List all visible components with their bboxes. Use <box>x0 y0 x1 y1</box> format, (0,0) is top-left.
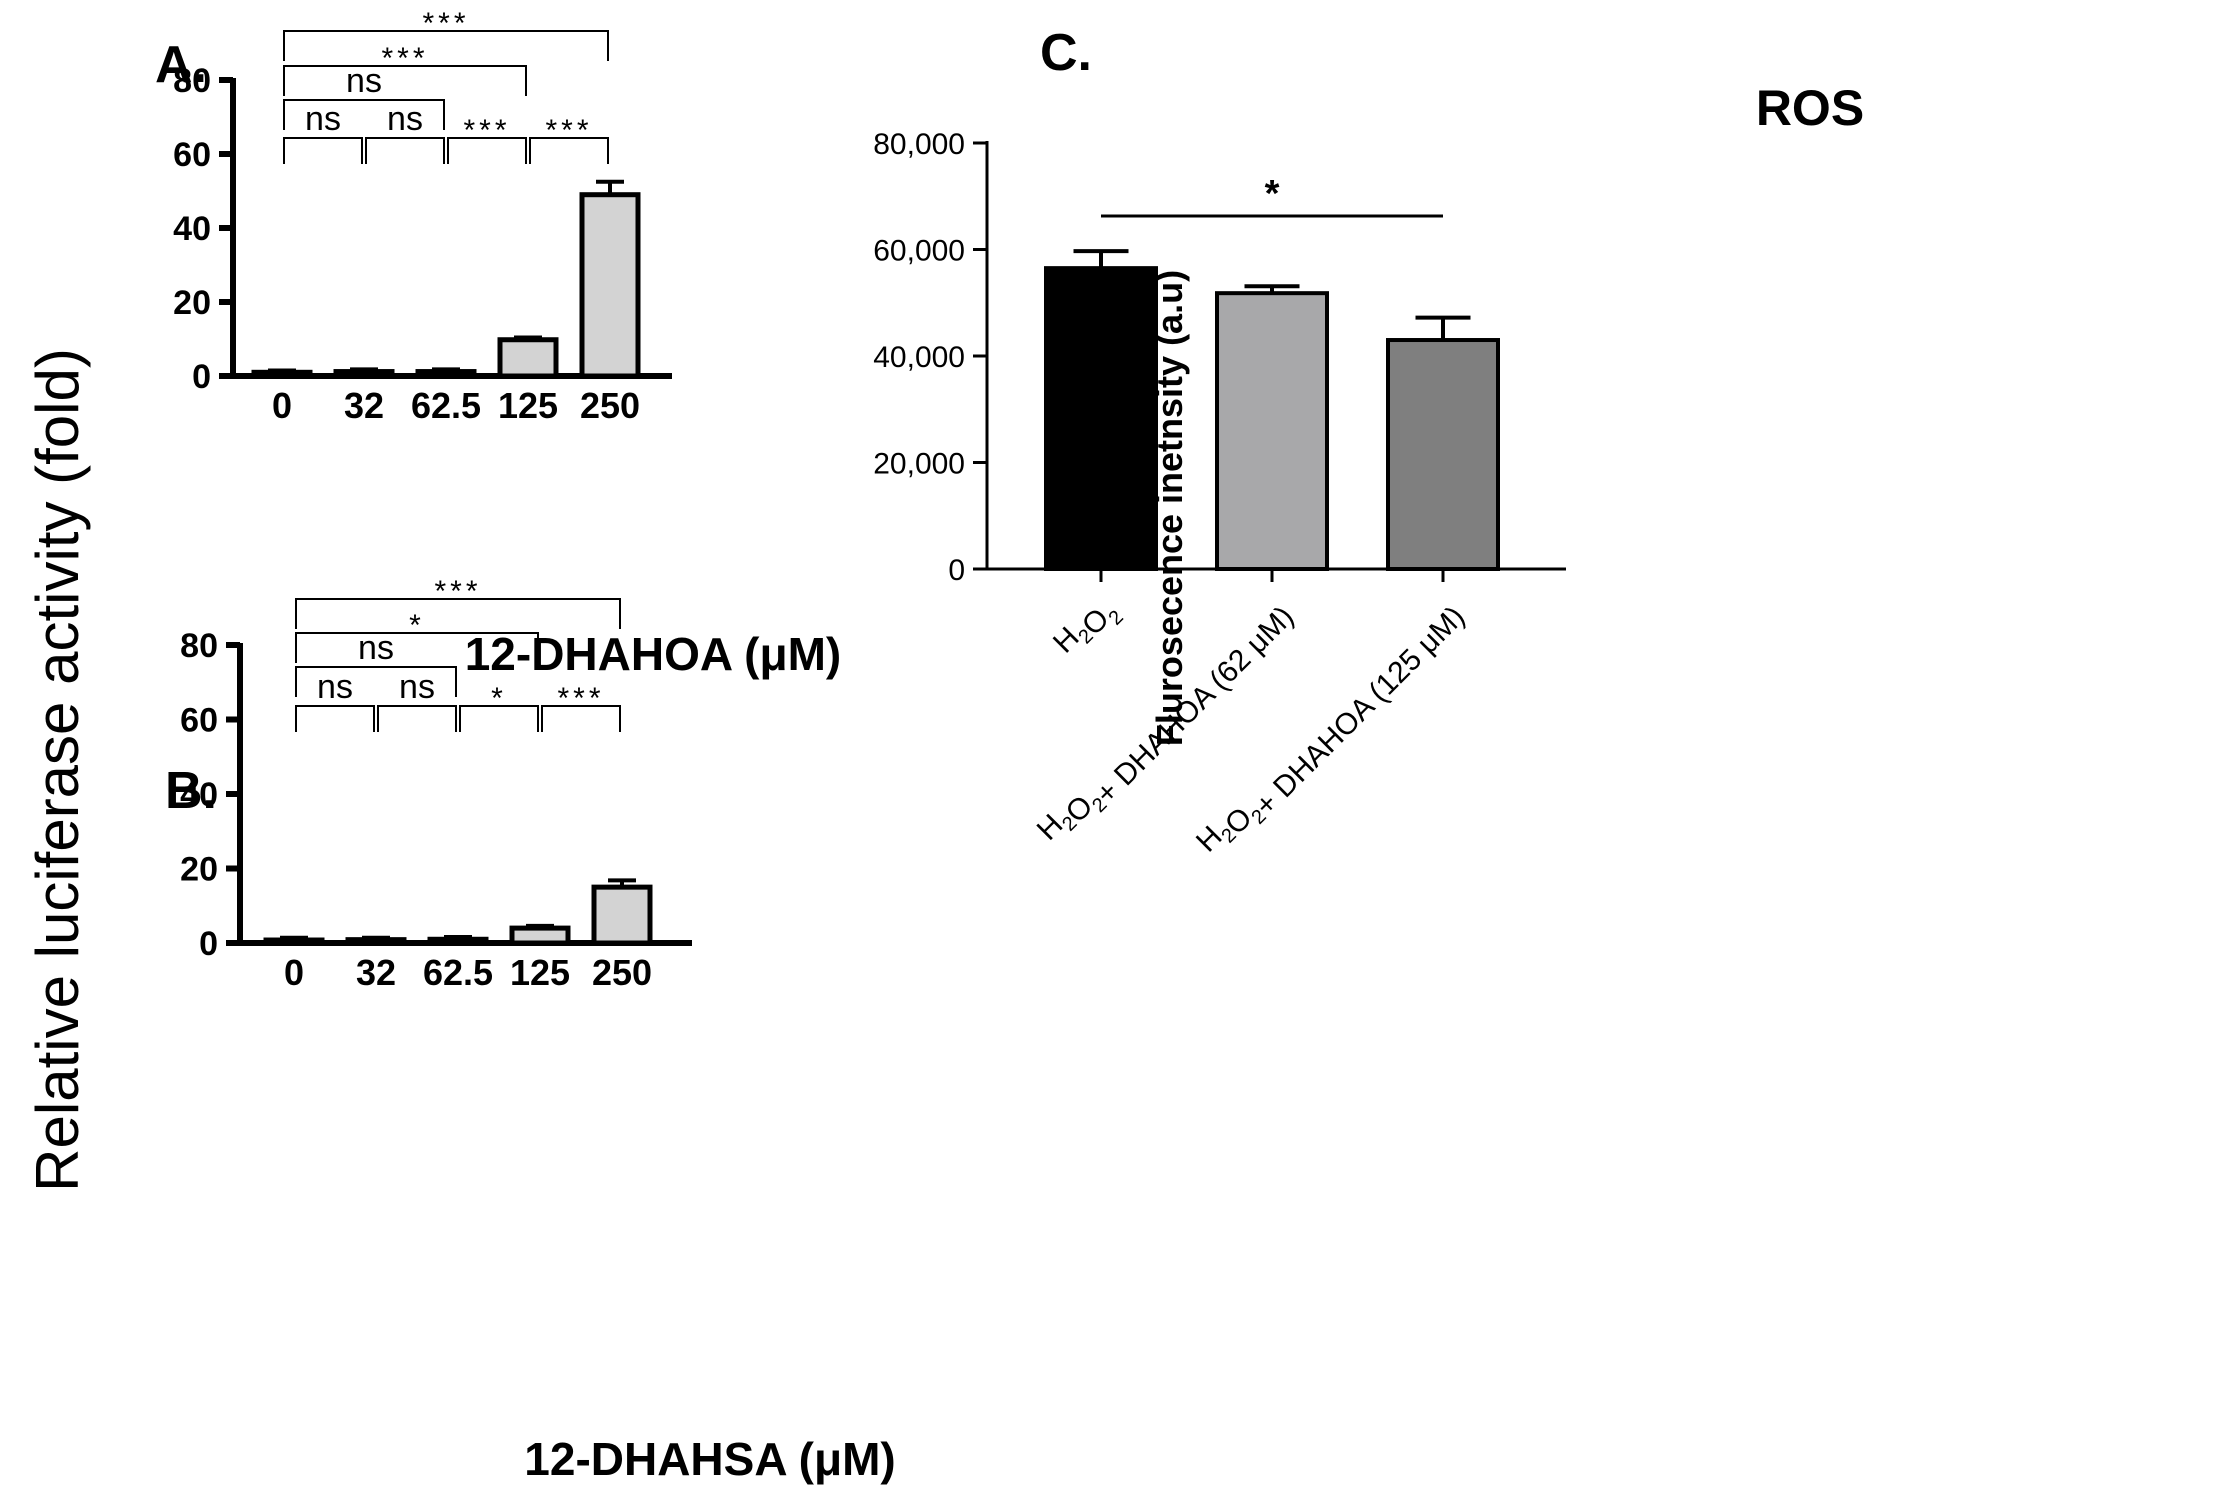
panel-b-sig-label: ns <box>358 629 394 667</box>
panel-b-bar <box>509 925 571 946</box>
panel-b-significance: ns ns * ***ns**** <box>295 575 621 732</box>
panel-c-bar <box>1215 291 1329 571</box>
panel-b-x-tick-label: 62.5 <box>423 952 493 993</box>
panel-b-bar <box>345 937 407 946</box>
panel-c-bars <box>1044 249 1500 571</box>
panel-a-sig-label: *** <box>381 42 428 75</box>
panel-a-bar <box>415 369 477 379</box>
panel-b-sig-bracket <box>295 632 539 663</box>
panel-b-sig-label: * <box>491 682 507 715</box>
panel-b-x-axis-title: 12-DHAHSA (μM) <box>524 1433 895 1485</box>
panel-a-x-tick-label: 32 <box>344 385 384 426</box>
panel-a-y-tick-label: 60 <box>173 136 211 174</box>
panel-b-bars <box>263 878 653 946</box>
panel-b-sig-label: ns <box>317 668 353 706</box>
panel-b-bar <box>591 884 653 946</box>
panel-b-sig-label: *** <box>434 575 481 608</box>
panel-a-sig-bracket <box>283 65 527 96</box>
panel-b-bar <box>263 937 325 946</box>
panel-a-y-tick-label: 80 <box>173 62 211 100</box>
panel-a-sig-label: ns <box>305 100 341 138</box>
panel-b-x-tick-label: 250 <box>592 952 652 993</box>
panel-c-significance: * <box>1101 173 1443 218</box>
panel-b-y-tick-label: 0 <box>199 925 218 963</box>
panel-a-sig-bracket <box>447 137 527 164</box>
panel-b-sig-bracket <box>459 705 539 732</box>
panel-c-x-tick-label: H2O2 <box>1047 589 1128 670</box>
panel-a-bar <box>251 369 313 379</box>
panel-c-sig-label: * <box>1265 173 1280 215</box>
panel-b-y-tick-label: 20 <box>180 851 218 889</box>
panel-c-title: ROS <box>1756 80 1864 136</box>
panel-b-bar <box>427 936 489 946</box>
panel-a-sig-label: ns <box>346 62 382 100</box>
panel-a-sig-bracket <box>283 99 445 130</box>
panel-a-bar <box>333 369 395 379</box>
panel-b-sig-bracket <box>295 705 375 732</box>
panel-b-sig-label: *** <box>557 682 604 715</box>
panel-a-bar <box>579 192 641 379</box>
panel-c: C. ROS Flurosecence inetnsity (a.u) 020,… <box>873 24 1864 870</box>
panel-a-significance: ns ns *** ***ns****** <box>283 7 609 164</box>
panel-b-y-tick-label: 60 <box>180 702 218 740</box>
panel-c-y-tick-label: 40,000 <box>873 341 965 374</box>
panel-c-y-tick-label: 0 <box>948 554 965 587</box>
panel-a-y-tick-label: 0 <box>192 358 211 396</box>
panel-b-sig-bracket <box>541 705 621 732</box>
panel-a-sig-bracket <box>283 137 363 164</box>
panel-a-sig-bracket <box>365 137 445 164</box>
panel-a-x-tick-label: 250 <box>580 385 640 426</box>
panel-c-label: C. <box>1040 24 1092 82</box>
panel-a-x-axis-title: 12-DHAHOA (μM) <box>465 628 842 680</box>
panel-b-sig-label: * <box>409 609 425 642</box>
panel-a-sig-label: *** <box>545 114 592 147</box>
panel-b-x-tick-label: 32 <box>356 952 396 993</box>
panel-a-x-tick-label: 125 <box>498 385 558 426</box>
panel-a-label: A. <box>155 36 207 94</box>
panel-a-sig-label: ns <box>387 100 423 138</box>
panel-c-y-tick-label: 20,000 <box>873 447 965 480</box>
panel-b-x-tick-label: 0 <box>284 952 304 993</box>
panel-b-y-tick-label: 80 <box>180 627 218 665</box>
panel-c-x-tick-label: H2O2+ DHAHOA (125 μM) <box>1190 589 1471 870</box>
panel-b-sig-bracket <box>377 705 457 732</box>
panel-b-sig-label: ns <box>399 668 435 706</box>
panel-b-sig-bracket <box>295 666 457 697</box>
panel-c-y-tick-label: 80,000 <box>873 128 965 161</box>
shared-y-axis-label: Relative luciferase activity (fold) <box>24 348 91 1192</box>
panel-a-sig-bracket <box>283 30 609 61</box>
panel-c-y-tick-label: 60,000 <box>873 234 965 267</box>
panel-b-y-tick-label: 40 <box>180 776 218 814</box>
panel-a-x-tick-label: 62.5 <box>411 385 481 426</box>
panel-b-label: B. <box>165 762 217 820</box>
panel-a-sig-label: *** <box>463 114 510 147</box>
panel-a-x-tick-label: 0 <box>272 385 292 426</box>
panel-a-sig-label: *** <box>422 7 469 40</box>
panel-a-sig-bracket <box>529 137 609 164</box>
panel-a-y-tick-label: 40 <box>173 210 211 248</box>
panel-c-bar <box>1386 338 1500 571</box>
panel-a-bars <box>251 179 641 379</box>
panel-a-bar <box>497 337 559 379</box>
panel-b-x-tick-label: 125 <box>510 952 570 993</box>
panel-b-sig-bracket <box>295 598 621 629</box>
panel-c-bar <box>1044 266 1158 571</box>
panel-a-y-tick-label: 20 <box>173 284 211 322</box>
